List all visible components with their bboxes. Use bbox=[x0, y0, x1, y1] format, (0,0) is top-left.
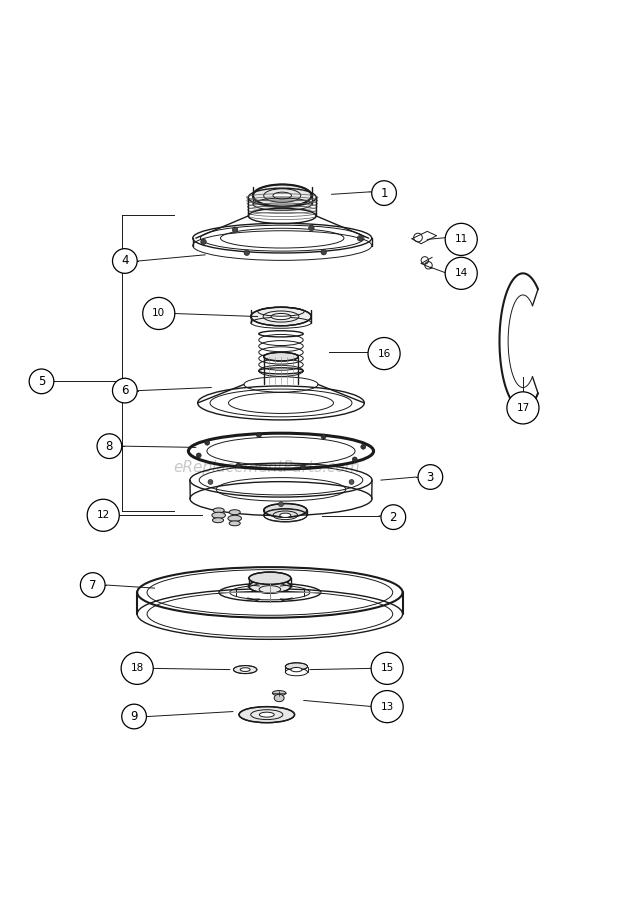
Text: eReplacementParts.com: eReplacementParts.com bbox=[174, 460, 360, 475]
Text: 10: 10 bbox=[153, 308, 166, 318]
Ellipse shape bbox=[213, 518, 224, 523]
Ellipse shape bbox=[272, 691, 286, 695]
Circle shape bbox=[361, 445, 366, 449]
Circle shape bbox=[87, 499, 119, 531]
Ellipse shape bbox=[249, 580, 291, 593]
Text: 4: 4 bbox=[121, 255, 128, 268]
Ellipse shape bbox=[274, 694, 284, 702]
Circle shape bbox=[368, 337, 400, 370]
Circle shape bbox=[372, 181, 396, 205]
Circle shape bbox=[349, 480, 354, 484]
Circle shape bbox=[309, 226, 314, 231]
Ellipse shape bbox=[280, 514, 291, 517]
Text: 6: 6 bbox=[121, 384, 128, 397]
Circle shape bbox=[197, 453, 201, 458]
Ellipse shape bbox=[213, 508, 224, 513]
Ellipse shape bbox=[271, 314, 291, 320]
Text: 18: 18 bbox=[131, 663, 144, 673]
Circle shape bbox=[232, 226, 238, 233]
Circle shape bbox=[236, 463, 241, 468]
Text: 9: 9 bbox=[130, 710, 138, 723]
Circle shape bbox=[418, 465, 443, 490]
Ellipse shape bbox=[291, 668, 302, 672]
Circle shape bbox=[445, 224, 477, 256]
Circle shape bbox=[244, 250, 249, 256]
Circle shape bbox=[301, 465, 306, 470]
Circle shape bbox=[143, 297, 175, 329]
Circle shape bbox=[321, 249, 327, 255]
Circle shape bbox=[97, 434, 122, 458]
Ellipse shape bbox=[234, 666, 257, 674]
Ellipse shape bbox=[259, 713, 274, 717]
Circle shape bbox=[445, 258, 477, 290]
Circle shape bbox=[352, 457, 357, 462]
Ellipse shape bbox=[241, 668, 250, 671]
Circle shape bbox=[81, 573, 105, 597]
Text: 11: 11 bbox=[454, 235, 468, 245]
Ellipse shape bbox=[249, 572, 291, 584]
Text: 12: 12 bbox=[97, 510, 110, 520]
Text: 16: 16 bbox=[378, 348, 391, 359]
Ellipse shape bbox=[229, 521, 241, 525]
Circle shape bbox=[122, 704, 146, 729]
Ellipse shape bbox=[273, 193, 291, 199]
Text: 1: 1 bbox=[380, 186, 388, 200]
Text: 15: 15 bbox=[381, 663, 394, 673]
Circle shape bbox=[381, 504, 405, 529]
Ellipse shape bbox=[253, 184, 311, 206]
Text: 13: 13 bbox=[381, 702, 394, 712]
Ellipse shape bbox=[264, 503, 307, 517]
Circle shape bbox=[29, 369, 54, 393]
Circle shape bbox=[371, 652, 403, 684]
Circle shape bbox=[371, 691, 403, 723]
Circle shape bbox=[121, 652, 153, 684]
Text: 5: 5 bbox=[38, 375, 45, 388]
Circle shape bbox=[112, 378, 137, 403]
Circle shape bbox=[278, 502, 283, 507]
Circle shape bbox=[257, 433, 262, 437]
Circle shape bbox=[201, 239, 206, 245]
Ellipse shape bbox=[229, 510, 241, 514]
Ellipse shape bbox=[212, 513, 226, 518]
Ellipse shape bbox=[250, 307, 311, 326]
Circle shape bbox=[205, 440, 210, 446]
Text: 7: 7 bbox=[89, 579, 97, 591]
Circle shape bbox=[357, 236, 363, 241]
Text: 17: 17 bbox=[516, 403, 529, 413]
Ellipse shape bbox=[264, 352, 298, 361]
Ellipse shape bbox=[285, 663, 308, 670]
Text: 8: 8 bbox=[106, 439, 113, 453]
Circle shape bbox=[112, 249, 137, 273]
Circle shape bbox=[321, 434, 326, 439]
Circle shape bbox=[507, 392, 539, 424]
Text: 14: 14 bbox=[454, 269, 468, 279]
Circle shape bbox=[208, 480, 213, 484]
Ellipse shape bbox=[239, 707, 294, 723]
Text: 3: 3 bbox=[427, 470, 434, 483]
Text: 2: 2 bbox=[389, 511, 397, 524]
Ellipse shape bbox=[228, 515, 241, 522]
